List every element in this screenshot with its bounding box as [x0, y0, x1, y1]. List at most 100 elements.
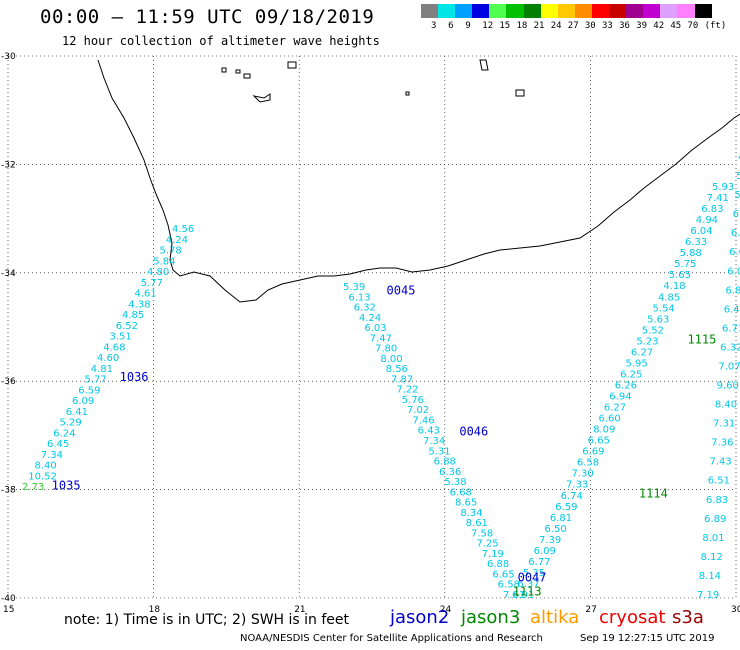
swh-value: 5.95 [626, 358, 648, 369]
legend-label: 30 [584, 21, 596, 31]
swh-value: 6.03 [364, 323, 386, 334]
swh-value: 5.23 [636, 336, 658, 347]
swh-value: 5.63 [647, 314, 669, 325]
latitude-label: -30 [1, 52, 16, 62]
legend-swatch [472, 4, 490, 18]
legend-label: 12 [482, 21, 494, 31]
swh-value: 6.25 [620, 369, 642, 380]
swh-value: 6.40 [724, 304, 740, 315]
latitude-label: -36 [1, 377, 16, 387]
pass-time-label: 0047 [518, 571, 547, 585]
swh-value: 6.68 [450, 487, 472, 498]
swh-value: 6.51 [708, 476, 730, 487]
swh-value: 5.76 [402, 395, 424, 406]
swh-value: 6.89 [704, 514, 726, 525]
swh-value: 6.27 [631, 347, 653, 358]
legend-label: 36 [619, 21, 630, 31]
swh-value: 5.54 [653, 303, 675, 314]
legend-swatch [455, 4, 473, 18]
swh-value: 8.34 [460, 508, 482, 519]
pass-time-label: 1113 [513, 584, 542, 598]
legend-label: 24 [550, 21, 562, 31]
swh-value: 6.52 [116, 321, 138, 332]
longitude-label: 30 [731, 605, 740, 615]
swh-value: 7.22 [396, 385, 418, 396]
swh-value: 8.00 [380, 354, 402, 365]
swh-value: 6.59 [78, 385, 100, 396]
swh-value: 6.04 [690, 226, 712, 237]
swh-value: 6.91 [512, 590, 534, 601]
swh-value: 7.19 [482, 549, 504, 560]
latitude-label: -40 [1, 594, 16, 604]
swh-value: 6.27 [604, 403, 626, 414]
graticule [7, 55, 737, 599]
longitude-label: 24 [440, 605, 452, 615]
swh-value: 5.35 [523, 568, 545, 579]
swh-value: 4.56 [172, 224, 194, 235]
swh-value: 6.77 [528, 557, 550, 568]
legend-label: 70 [687, 21, 699, 31]
swh-value: 4.61 [135, 289, 157, 300]
legend-swatch [694, 4, 712, 18]
swh-value: 5.65 [734, 190, 740, 201]
legend-swatch [660, 4, 678, 18]
legend-swatch [609, 4, 627, 18]
swh-value: 4.60 [97, 353, 119, 364]
legend-label: 6 [448, 21, 454, 31]
swh-value: 4.24 [359, 313, 381, 324]
swh-value: 4.68 [103, 342, 125, 353]
swh-value: 6.40 [733, 209, 740, 220]
swh-value: 6.41 [66, 407, 88, 418]
longitude-label: 27 [585, 605, 596, 615]
swh-value: 7.61 [503, 590, 525, 601]
swh-value: 5.84 [153, 256, 175, 267]
swh-value: 4.94 [696, 215, 718, 226]
swh-value: 6.43 [418, 426, 440, 437]
swh-value: 7.19 [697, 590, 719, 601]
color-legend [421, 4, 729, 23]
swh-value: 6.65 [492, 569, 514, 580]
legend-label: 45 [670, 21, 682, 31]
swh-value: 4.85 [122, 310, 144, 321]
swh-value: 2.73 [22, 482, 44, 493]
swh-value: 4.81 [91, 364, 113, 375]
swh-value: 8.12 [701, 552, 723, 563]
swh-value: 7.30 [571, 469, 593, 480]
swh-value: 6.65 [588, 436, 610, 447]
swh-value: 5.14 [736, 171, 740, 182]
swh-value: 8.61 [466, 518, 488, 529]
swh-value: 8.56 [386, 364, 408, 375]
swh-value: 8.14 [699, 571, 721, 582]
pass-time-label: 0045 [387, 283, 416, 297]
swh-value: 7.34 [423, 436, 445, 447]
legend-label: 15 [499, 21, 511, 31]
pass-time-label: 0046 [459, 424, 488, 438]
swh-value: 4.90 [738, 152, 740, 163]
swh-value: 6.57 [731, 228, 740, 239]
satellite-cryosat: cryosat [599, 607, 666, 628]
swh-value: 7.07 [718, 361, 740, 372]
legend-label: 21 [533, 21, 545, 31]
pass-time-label: 1035 [52, 479, 81, 493]
swh-value: 7.43 [709, 457, 731, 468]
swh-value: 4.80 [147, 267, 169, 278]
satellite-tracks: 2.7310.528.407.346.456.245.296.416.096.5… [22, 152, 740, 601]
swh-value: 7.31 [713, 419, 735, 430]
swh-value: 7.34 [41, 450, 63, 461]
swh-value: 7.36 [711, 438, 733, 449]
swh-value: 4.38 [128, 299, 150, 310]
swh-value: 5.78 [160, 246, 182, 257]
latitude-label: -38 [1, 486, 16, 496]
swh-value: 7.80 [375, 344, 397, 355]
latitude-label: -32 [1, 160, 16, 170]
swh-value: 6.88 [434, 457, 456, 468]
legend-swatch [506, 4, 524, 18]
legend-label: 27 [567, 21, 579, 31]
swh-value: 6.13 [348, 292, 370, 303]
pass-time-label: 1114 [639, 487, 668, 501]
legend-label: 3 [431, 21, 437, 31]
swh-value: 6.58 [577, 458, 599, 469]
swh-value: 8.09 [593, 425, 615, 436]
